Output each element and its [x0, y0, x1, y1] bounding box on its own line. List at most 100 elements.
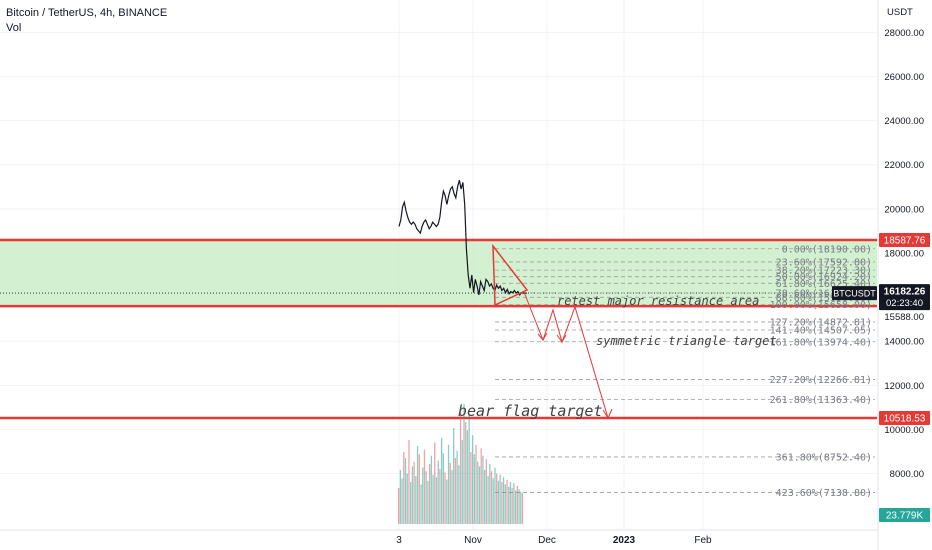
volume-bar — [427, 480, 429, 524]
volume-bar — [520, 491, 522, 524]
volume-bar — [425, 471, 427, 524]
volume-tag-label: 23.779K — [886, 511, 924, 522]
volume-bar — [504, 484, 506, 524]
annotation-bear-flag: bear flag target — [458, 402, 603, 420]
price-axis-bg — [878, 0, 932, 550]
fib-level-label: 38.20%(17223.30) — [776, 266, 872, 277]
annotations: retest major resistance area symmetric tr… — [458, 294, 777, 420]
volume-bar — [461, 440, 463, 524]
level-tag-top — [879, 233, 930, 247]
volume-bar — [418, 454, 420, 524]
volume-bar — [406, 473, 408, 524]
volume-bar — [509, 482, 512, 524]
current-price-value: 16182.26 — [884, 287, 926, 298]
drawings — [492, 243, 613, 420]
volume-bar — [475, 444, 477, 524]
volume-bar — [420, 484, 422, 524]
price-tick-label: 28000.00 — [884, 28, 924, 39]
fib-level-label: 227.20%(12266.81) — [770, 375, 872, 386]
volume-bar — [408, 440, 410, 524]
fib-level-label: 423.60%(7138.80) — [776, 488, 872, 499]
volume-bar — [447, 444, 450, 524]
volume-bar — [473, 454, 475, 524]
volume-tag — [879, 508, 930, 522]
fib-level-label: 161.80%(13974.40) — [770, 337, 872, 348]
time-tick-label: Nov — [464, 535, 482, 546]
support-level-label: 15588.00 — [884, 312, 924, 323]
volume-bar — [401, 478, 403, 524]
volume-bar — [446, 479, 448, 524]
annotation-resistance: retest major resistance area — [557, 294, 759, 308]
volume-bar — [456, 450, 458, 524]
symbol-tag — [832, 286, 877, 301]
volume-bar — [468, 413, 470, 524]
price-tick-label: 14000.00 — [884, 337, 924, 348]
volume-bar — [497, 480, 500, 524]
volume-bar — [444, 472, 446, 524]
volume-bar — [441, 437, 443, 524]
volume-bar — [449, 462, 451, 524]
fib-level-label: 23.60%(17592.80) — [776, 257, 872, 268]
level-tag-top-label: 18587.76 — [884, 236, 926, 247]
price-tick-label: 26000.00 — [884, 72, 924, 83]
volume-bar — [471, 435, 474, 524]
volume-bar — [411, 466, 414, 524]
volume-bar — [480, 448, 482, 524]
volume-bar — [489, 464, 491, 524]
volume-bar — [454, 458, 457, 524]
time-tick-label: 3 — [396, 535, 402, 546]
fib-level-label: 78.60%(16191.20) — [776, 288, 872, 299]
axis-unit-label: USDT — [887, 7, 913, 18]
volume-bar — [398, 488, 400, 524]
level-tag-bear-flag-label: 10518.53 — [884, 414, 926, 425]
volume-bar — [410, 482, 412, 524]
volume-bar — [513, 483, 515, 524]
fib-level-label: 50.00%(16924.20) — [776, 272, 872, 283]
volume-bar — [478, 466, 481, 524]
price-tick-label: 12000.00 — [884, 381, 924, 392]
fib-level-label: 261.80%(11363.40) — [770, 395, 872, 406]
volume-bar — [459, 410, 462, 524]
projection-arrowhead — [602, 408, 613, 420]
volume-bar — [432, 474, 434, 524]
volume-bar — [465, 422, 467, 524]
fib-level-label: 141.40%(14507.05) — [770, 326, 872, 337]
volume-bar — [484, 470, 486, 524]
resistance-zone — [0, 238, 877, 420]
volume-bar — [518, 489, 520, 524]
volume-bar — [415, 476, 417, 524]
volume-bar — [413, 461, 415, 524]
projection-path — [523, 291, 609, 419]
volume-bar — [439, 468, 441, 524]
volume-bar — [477, 461, 479, 524]
time-axis[interactable]: 3 Nov Dec 2023 Feb — [0, 529, 878, 546]
volume-bar — [437, 460, 439, 524]
resistance-zone-fill — [0, 240, 877, 307]
volume-bar — [423, 449, 426, 524]
price-axis[interactable]: USDT 28000.00 26000.00 24000.00 22000.00 2000… — [832, 0, 932, 550]
symbol-tag-label: BTCUSDT — [833, 289, 876, 299]
volume-bar — [494, 467, 496, 524]
current-price-tag — [879, 284, 930, 311]
annotation-triangle-target: symmetric triangle target — [596, 334, 777, 348]
volume-indicator-label[interactable]: Vol — [6, 22, 22, 34]
volume-bar — [514, 490, 517, 524]
volume-bar — [499, 474, 501, 524]
volume-bar — [430, 455, 432, 524]
price-tick-label: 20000.00 — [884, 204, 924, 215]
volume-bar — [516, 485, 518, 524]
volume-bars — [398, 404, 524, 524]
volume-bar — [511, 488, 513, 524]
price-tick-label: 8000.00 — [890, 469, 924, 480]
volume-bar — [502, 477, 505, 524]
price-tick-label: 18000.00 — [884, 248, 924, 259]
volume-bar — [399, 470, 402, 524]
volume-bar — [435, 477, 438, 524]
volume-bar — [492, 478, 494, 524]
volume-bar — [470, 452, 472, 524]
volume-bar — [404, 458, 407, 524]
volume-bar — [403, 452, 405, 524]
volume-bar — [508, 486, 510, 524]
fib-level-label: 100.00%(15658.00) — [770, 300, 872, 311]
